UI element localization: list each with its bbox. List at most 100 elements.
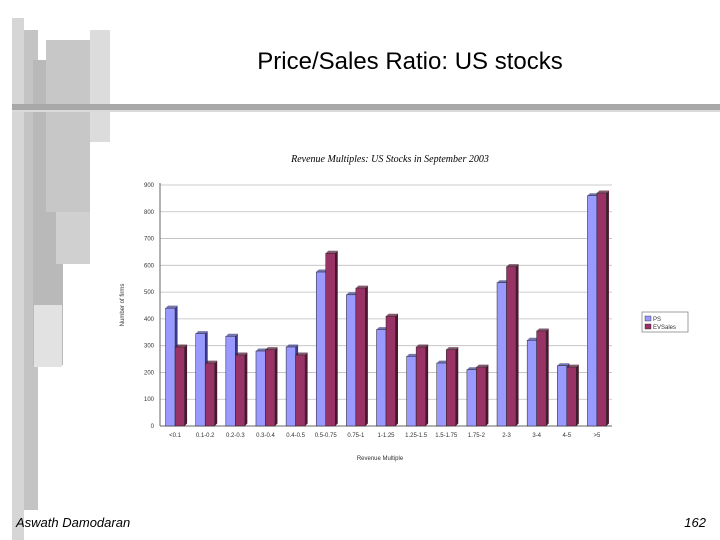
bar-evsales xyxy=(265,349,276,427)
bar-top xyxy=(466,367,479,370)
bar-top xyxy=(316,269,329,273)
bar-top xyxy=(205,360,218,364)
x-category-label: 0.75-1 xyxy=(347,433,365,439)
bar-side xyxy=(305,352,308,426)
bar-top xyxy=(255,348,268,352)
bar-top xyxy=(527,337,540,341)
author-footer: Aswath Damodaran xyxy=(16,515,131,530)
bar-evsales xyxy=(596,192,607,427)
y-axis-label: Number of firms xyxy=(120,284,126,327)
bar-ps xyxy=(557,365,568,427)
y-tick-label: 0 xyxy=(151,424,155,430)
x-category-label: <0.1 xyxy=(169,433,182,439)
legend-swatch xyxy=(644,323,652,330)
x-category-label: 1-1.25 xyxy=(377,433,395,439)
x-category-label: 0.3-0.4 xyxy=(256,433,275,439)
bar-ps xyxy=(526,340,537,427)
bar-side xyxy=(184,344,188,426)
bar-top xyxy=(286,344,299,348)
legend-label: EVSales xyxy=(653,325,676,331)
bar-top xyxy=(557,363,570,366)
title-rule-shadow xyxy=(12,110,720,112)
x-category-label: 0.2-0.3 xyxy=(226,433,245,439)
bar-ps xyxy=(255,350,266,427)
bar-side xyxy=(606,190,609,426)
bar-top xyxy=(195,331,208,334)
x-category-label: 1.25-1.5 xyxy=(405,433,428,439)
bar-ps xyxy=(406,356,417,427)
bar-evsales xyxy=(506,266,517,427)
bar-evsales xyxy=(446,349,457,427)
bar-evsales xyxy=(204,362,215,427)
x-category-labels: <0.1 0.1-0.2 0.2-0.3 0.3-0.4 0.4-0.5 0.5-0.75… xyxy=(169,433,601,439)
bar-ps xyxy=(376,329,387,427)
bar-side xyxy=(546,328,549,426)
bar-top xyxy=(596,190,609,194)
bar-side xyxy=(516,264,519,426)
bar-top xyxy=(476,364,489,368)
bar-side xyxy=(485,364,489,426)
x-axis-label: Revenue Multiple xyxy=(357,456,404,462)
bar-ps xyxy=(496,282,507,427)
bar-top xyxy=(506,264,519,267)
bar-ps xyxy=(315,271,326,427)
bar-evsales xyxy=(476,366,487,427)
bar-evsales xyxy=(566,366,577,427)
bar-side xyxy=(365,285,368,426)
bar-top xyxy=(587,193,600,196)
bar-side xyxy=(455,347,459,426)
bar-top xyxy=(235,352,248,356)
bar-ps xyxy=(195,333,206,427)
bar-side xyxy=(576,364,579,426)
bar-top xyxy=(436,360,449,364)
y-tick-label: 500 xyxy=(144,290,155,296)
bar-evsales xyxy=(536,330,547,427)
title-rule xyxy=(12,104,720,110)
bar-top xyxy=(265,347,278,350)
y-tick-label: 300 xyxy=(144,344,155,350)
y-tick-label: 100 xyxy=(144,397,155,403)
bar-top xyxy=(406,353,419,357)
decor-bar-4 xyxy=(46,40,90,212)
bar-ps xyxy=(165,307,176,427)
decor-bar-7 xyxy=(34,305,62,367)
page-number: 162 xyxy=(684,515,706,530)
bar-ps xyxy=(225,336,236,427)
legend: PS EVSales xyxy=(641,311,689,333)
bar-side xyxy=(214,360,218,426)
bar-top xyxy=(386,313,398,317)
bar-side xyxy=(425,344,429,426)
bar-top xyxy=(175,344,188,348)
bar-evsales xyxy=(355,287,366,427)
y-tick-label: 600 xyxy=(144,263,155,269)
bar-ps xyxy=(587,195,598,427)
bar-ps xyxy=(285,346,296,427)
y-tick-labels: 0 100 200 300 400 500 600 700 800 900 xyxy=(144,183,155,430)
bar-evsales xyxy=(174,346,185,427)
bar-side xyxy=(335,250,338,426)
bar-top xyxy=(346,292,359,295)
legend-swatch xyxy=(644,315,652,322)
y-tick-label: 800 xyxy=(144,210,155,216)
bar-evsales xyxy=(295,354,306,427)
bar-top xyxy=(165,305,178,309)
legend-box xyxy=(641,311,689,333)
bar-top xyxy=(446,347,459,350)
bar-top xyxy=(536,328,549,331)
bar-side xyxy=(274,347,278,426)
y-tick-label: 200 xyxy=(144,370,155,376)
y-tick-label: 700 xyxy=(144,237,155,243)
x-category-label: 2-3 xyxy=(502,433,511,439)
slide-title: Price/Sales Ratio: US stocks xyxy=(257,48,563,75)
decor-bar-5 xyxy=(90,30,110,142)
x-category-label: >5 xyxy=(594,433,602,439)
x-category-label: 4-5 xyxy=(562,433,571,439)
bar-ps xyxy=(346,294,357,427)
bar-top xyxy=(376,327,389,330)
bar-evsales xyxy=(385,315,396,427)
chart-title: Revenue Multiples: US Stocks in Septembe… xyxy=(290,154,489,165)
bar-top xyxy=(295,352,308,356)
bar-top xyxy=(355,285,368,289)
bar-top xyxy=(325,250,338,254)
